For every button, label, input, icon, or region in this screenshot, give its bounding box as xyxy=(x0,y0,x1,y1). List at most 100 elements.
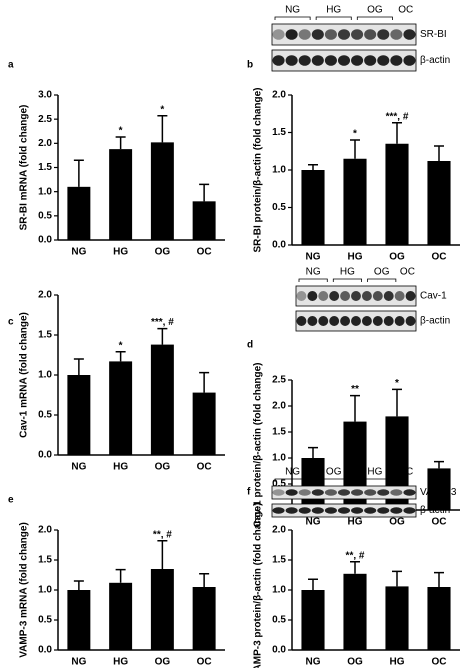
x-tick-label: OC xyxy=(432,657,447,668)
blot-group-label: OC xyxy=(398,467,413,478)
y-tick-label: 2.0 xyxy=(272,525,286,536)
error-bar xyxy=(350,561,360,574)
error-bar xyxy=(199,573,210,587)
error-bar xyxy=(115,351,126,362)
blot-band xyxy=(390,489,403,496)
bar xyxy=(109,149,133,240)
panel-letter: f xyxy=(247,487,251,498)
y-axis-title: SR-BI mRNA (fold change) xyxy=(19,105,30,231)
blot-band xyxy=(307,291,318,301)
bar xyxy=(301,590,325,650)
y-tick-label: 2.5 xyxy=(38,114,52,125)
y-tick-label: 1.5 xyxy=(38,162,52,173)
blot-band xyxy=(364,29,377,40)
blot-band xyxy=(340,316,351,326)
blot-band xyxy=(311,29,324,40)
x-tick-label: HG xyxy=(348,252,363,263)
blot-band-label: SR-BI xyxy=(420,29,447,40)
blot-band xyxy=(311,489,324,496)
bar xyxy=(385,143,409,245)
error-bar xyxy=(157,115,168,143)
blot-band xyxy=(372,291,383,301)
panel-letter: b xyxy=(247,60,253,71)
y-axis-title: Cav-1 protein/β-actin (fold change) xyxy=(253,362,264,527)
blot-band xyxy=(351,507,364,514)
y-tick-label: 0.5 xyxy=(272,615,286,626)
bar xyxy=(150,142,174,240)
blot-bracket xyxy=(332,278,362,282)
x-tick-label: OG xyxy=(389,252,405,263)
y-tick-label: 2.0 xyxy=(272,90,286,101)
x-tick-label: HG xyxy=(113,247,128,258)
blot-band xyxy=(390,29,403,40)
error-bar xyxy=(115,568,126,583)
blot-band xyxy=(372,316,383,326)
bar xyxy=(192,392,216,455)
x-tick-label: NG xyxy=(71,657,86,668)
blot-band xyxy=(324,55,337,66)
x-tick-label: NG xyxy=(71,462,86,473)
blot-band xyxy=(390,55,403,66)
x-tick-label: NG xyxy=(306,517,321,528)
blot-bracket xyxy=(315,478,352,482)
significance-label: * xyxy=(353,129,357,140)
blot-band xyxy=(403,29,416,40)
blot-band xyxy=(394,316,405,326)
bar xyxy=(192,587,216,650)
y-tick-label: 1.0 xyxy=(272,453,286,464)
blot-band xyxy=(296,291,307,301)
blot-band xyxy=(403,507,416,514)
blot-band xyxy=(272,55,285,66)
y-axis-title: VAMP-3 protein/β-actin (fold change) xyxy=(253,503,264,668)
blot-band xyxy=(383,291,394,301)
error-bar xyxy=(392,388,402,417)
error-bar xyxy=(434,460,444,469)
y-tick-label: 2.0 xyxy=(38,290,52,301)
y-tick-label: 1.0 xyxy=(38,585,52,596)
blot-group-label: OG xyxy=(326,467,342,478)
panel-letter: d xyxy=(247,340,253,351)
panel-letter: a xyxy=(8,60,14,71)
blot-band xyxy=(351,55,364,66)
y-tick-label: 0.5 xyxy=(38,615,52,626)
x-tick-label: OC xyxy=(432,252,447,263)
bar xyxy=(150,569,174,650)
x-tick-label: NG xyxy=(71,247,86,258)
blot-bracket xyxy=(298,278,328,282)
blot-group-label: OG xyxy=(374,267,390,278)
blot-band xyxy=(272,29,285,40)
bar xyxy=(427,587,451,650)
blot-group-label: NG xyxy=(285,467,300,478)
bar xyxy=(343,158,367,245)
blot-band xyxy=(329,291,340,301)
y-tick-label: 1.5 xyxy=(38,555,52,566)
error-bar xyxy=(308,446,318,458)
x-tick-label: NG xyxy=(306,657,321,668)
blot-band xyxy=(296,316,307,326)
y-tick-label: 0.0 xyxy=(38,645,52,656)
blot-band xyxy=(364,489,377,496)
blot-band-label: β-actin xyxy=(420,505,450,516)
y-tick-label: 1.5 xyxy=(272,427,286,438)
blot-band xyxy=(285,507,298,514)
panel-letter: e xyxy=(8,495,14,506)
x-tick-label: OG xyxy=(155,247,171,258)
significance-label: * xyxy=(119,340,123,351)
y-tick-label: 2.5 xyxy=(272,375,286,386)
blot-bracket xyxy=(356,16,393,20)
blot-bracket xyxy=(274,478,311,482)
bar xyxy=(150,344,174,455)
x-tick-label: OG xyxy=(155,657,171,668)
y-tick-label: 2.0 xyxy=(272,401,286,412)
y-tick-label: 1.5 xyxy=(272,127,286,138)
error-bar xyxy=(199,371,210,393)
bar xyxy=(67,590,91,650)
bar xyxy=(67,375,91,455)
blot-group-label: NG xyxy=(306,267,321,278)
bar xyxy=(301,170,325,245)
blot-band xyxy=(324,489,337,496)
error-bar xyxy=(73,358,84,375)
blot-band-label: Cav-1 xyxy=(420,291,447,302)
blot-band xyxy=(272,507,285,514)
error-bar xyxy=(350,139,360,159)
